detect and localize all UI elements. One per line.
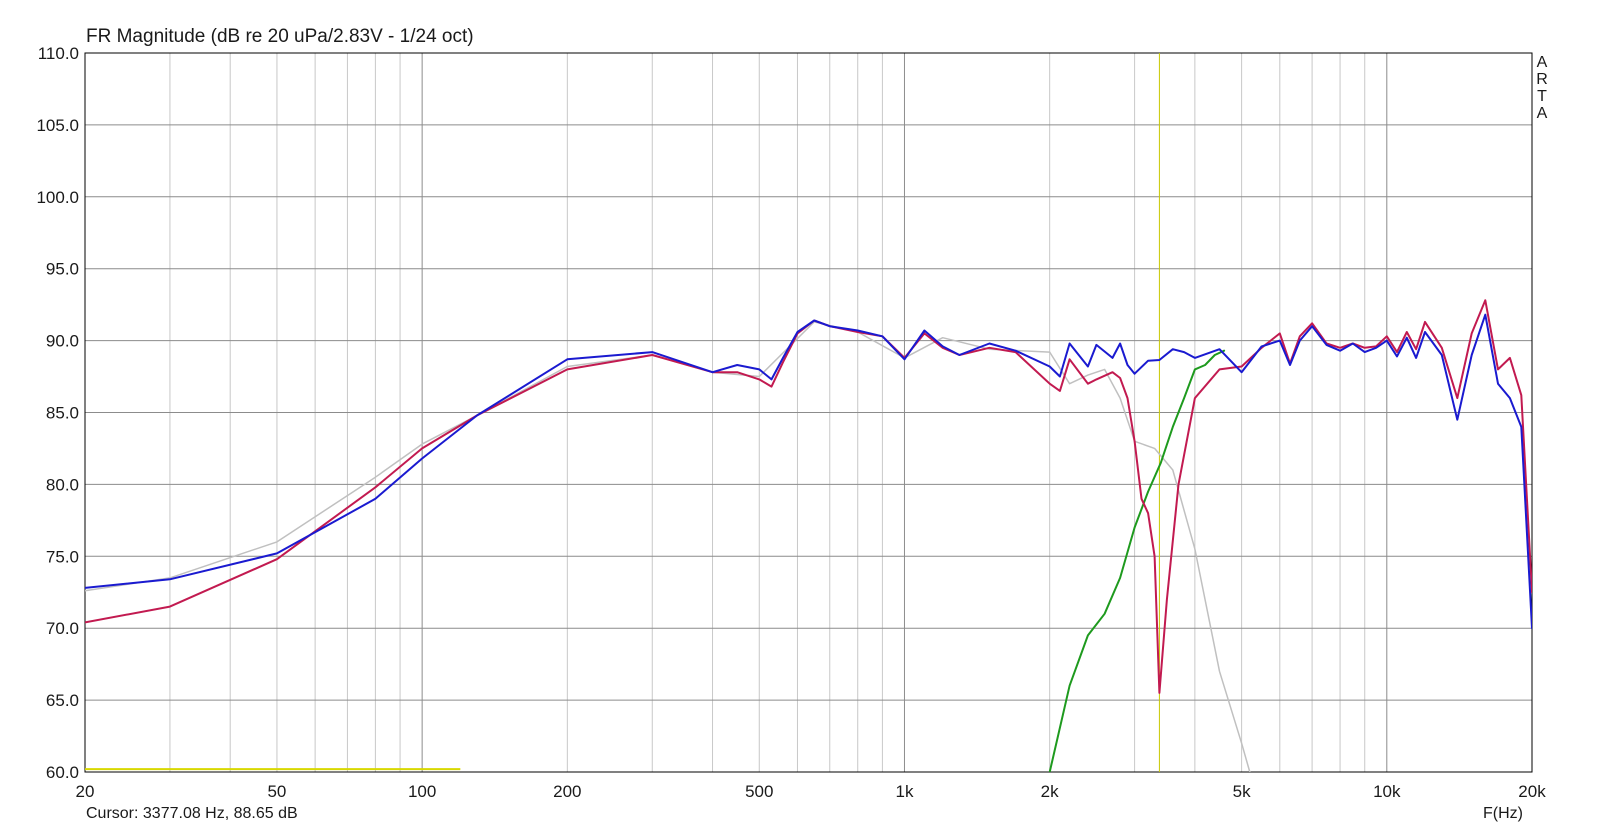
y-tick-label: 60.0 bbox=[46, 763, 79, 782]
brand-letter: R bbox=[1536, 71, 1548, 88]
x-axis-ticks: 20 50 100 200 500 1k 2k 5k 10k 20k bbox=[76, 782, 1547, 801]
x-tick-label: 20 bbox=[76, 782, 95, 801]
brand-letter: A bbox=[1537, 105, 1548, 122]
x-tick-label: 50 bbox=[267, 782, 286, 801]
brand-letter: T bbox=[1537, 88, 1547, 105]
plot-frame bbox=[84, 52, 1533, 773]
y-tick-label: 65.0 bbox=[46, 691, 79, 710]
series-line-3 bbox=[85, 299, 1532, 694]
y-tick-label: 95.0 bbox=[46, 260, 79, 279]
y-tick-label: 75.0 bbox=[46, 547, 79, 566]
x-tick-label: 200 bbox=[553, 782, 581, 801]
x-tick-label: 2k bbox=[1041, 782, 1059, 801]
series-line-1 bbox=[85, 321, 1251, 772]
cursor-markers bbox=[85, 53, 1160, 772]
y-axis-ticks: 60.0 65.0 70.0 75.0 80.0 85.0 90.0 95.0 100.0 105… bbox=[36, 44, 79, 782]
y-tick-label: 100.0 bbox=[36, 188, 79, 207]
x-tick-label: 1k bbox=[895, 782, 913, 801]
x-tick-label: 20k bbox=[1518, 782, 1546, 801]
y-tick-label: 80.0 bbox=[46, 475, 79, 494]
cursor-readout: Cursor: 3377.08 Hz, 88.65 dB bbox=[86, 805, 298, 822]
x-tick-label: 5k bbox=[1233, 782, 1251, 801]
chart-title: FR Magnitude (dB re 20 uPa/2.83V - 1/24 … bbox=[86, 26, 474, 47]
series-group bbox=[85, 299, 1532, 772]
brand-letter: A bbox=[1537, 54, 1548, 71]
y-tick-label: 110.0 bbox=[38, 44, 79, 63]
x-tick-label: 100 bbox=[408, 782, 436, 801]
y-tick-label: 90.0 bbox=[46, 332, 79, 351]
series-line-4 bbox=[85, 313, 1532, 630]
y-tick-label: 85.0 bbox=[46, 404, 79, 423]
grid bbox=[85, 53, 1532, 772]
y-tick-label: 70.0 bbox=[46, 619, 79, 638]
x-tick-label: 500 bbox=[745, 782, 773, 801]
x-tick-label: 10k bbox=[1373, 782, 1401, 801]
series-line-2 bbox=[1048, 349, 1226, 772]
x-axis-label: F(Hz) bbox=[1483, 805, 1523, 822]
y-tick-label: 105.0 bbox=[36, 116, 79, 135]
